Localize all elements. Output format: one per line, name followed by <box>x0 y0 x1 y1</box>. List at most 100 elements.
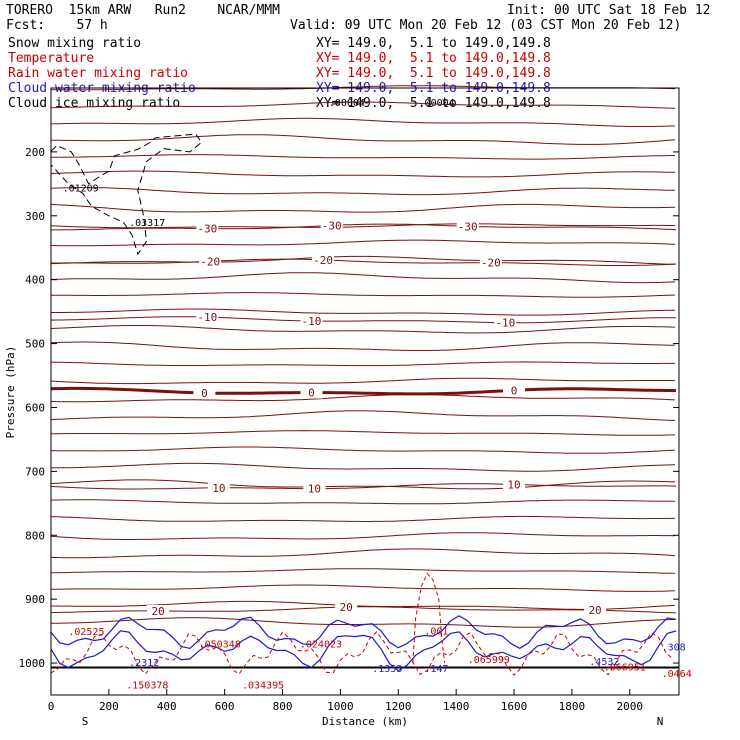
legend-temperature-xy: XY= 149.0, 5.1 to 149.0,149.8 <box>316 51 551 66</box>
isotherm-label-bg <box>300 314 323 327</box>
isotherm-label-bg <box>494 316 517 329</box>
maximum-label: .03317 <box>129 218 165 229</box>
isotherm-label: 10 <box>507 478 520 491</box>
isotherm-label: 20 <box>588 604 601 617</box>
isotherm-line <box>51 292 676 298</box>
isotherm-label-bg <box>479 256 502 269</box>
isotherm-label-bg <box>503 384 526 397</box>
isotherm-line <box>51 134 676 145</box>
isotherm-line <box>50 532 676 540</box>
isotherm--30 <box>50 223 677 231</box>
maximum-label: .02525 <box>68 627 104 638</box>
legend-cloud-ice-label: Cloud ice mixing ratio <box>8 96 181 111</box>
legend-rain-xy: XY= 149.0, 5.1 to 149.0,149.8 <box>316 66 551 81</box>
x-tick-label: 400 <box>157 700 177 713</box>
isotherm-line <box>50 255 676 265</box>
isotherm-label-bg <box>503 478 526 491</box>
isotherm-line <box>50 101 676 109</box>
x-axis-right-end: N <box>657 715 664 728</box>
rain-water-contour <box>412 572 446 664</box>
isotherm-line <box>50 446 676 454</box>
isotherm-label-bg <box>320 219 343 232</box>
maximum-label: .147 <box>424 664 448 675</box>
maximum-label: .066951 <box>604 663 646 674</box>
x-axis-title: Distance (km) <box>322 715 408 728</box>
isotherm-label: 20 <box>151 605 164 618</box>
isotherm-label-bg <box>147 604 170 617</box>
isotherm-line <box>50 239 676 247</box>
isotherm-line <box>50 170 676 178</box>
isotherm-label: -10 <box>302 315 322 328</box>
maximum-label: .2312 <box>129 658 159 669</box>
maximum-label: .00004 <box>329 98 365 109</box>
isotherm-line <box>50 515 675 522</box>
x-tick-label: 600 <box>215 700 235 713</box>
x-tick-label: 1600 <box>501 700 528 713</box>
y-tick-label: 300 <box>25 210 45 223</box>
y-tick-label: 700 <box>25 465 45 478</box>
isotherm-label: 0 <box>201 387 208 400</box>
isotherm-10 <box>50 483 676 490</box>
isotherm-label-bg <box>312 253 335 266</box>
legend-rain-label: Rain water mixing ratio <box>8 66 189 81</box>
isotherm-label-bg <box>193 386 216 399</box>
plot-frame <box>50 87 680 696</box>
isotherm-line <box>50 272 676 284</box>
isotherm-label-bg <box>456 220 479 233</box>
cloud-ice-contour <box>50 133 203 256</box>
maximum-label: .01209 <box>63 184 99 195</box>
isotherm-layer <box>50 85 677 628</box>
maximum-label: .1353 <box>372 664 402 675</box>
isotherm-label-bg <box>303 482 326 495</box>
isotherm-label: 10 <box>308 483 321 496</box>
isotherm-line <box>50 479 676 490</box>
feature-layer <box>50 133 679 676</box>
isotherm-line <box>50 584 676 592</box>
init-time: Init: 00 UTC Sat 18 Feb 12 <box>507 3 711 18</box>
isotherm-label-bg <box>196 311 219 324</box>
x-tick-label: 200 <box>99 700 119 713</box>
y-tick-label: 600 <box>25 401 45 414</box>
isotherm-line <box>50 341 676 351</box>
legend-snow-label: Snow mixing ratio <box>8 36 142 51</box>
maximum-label: .00004 <box>419 98 455 109</box>
isotherm-label: -20 <box>481 257 501 270</box>
cloud-water-contour-top <box>50 615 677 650</box>
isotherm-label-bg <box>199 255 222 268</box>
isotherm-line <box>50 394 676 403</box>
isotherm-line <box>50 361 675 367</box>
isotherm-label-bg <box>584 604 607 617</box>
y-tick-label: 800 <box>25 529 45 542</box>
x-tick-label: 0 <box>48 700 55 713</box>
maximum-label: .0464 <box>662 669 692 680</box>
x-axis-left-end: S <box>82 715 89 728</box>
label-layer: -30 -30 -30 -20 -20 -20 -10 -10 -10 0 0 0 10 10 10 20 20… <box>63 98 692 692</box>
isotherm-label: 10 <box>212 482 225 495</box>
isotherm-line <box>50 377 676 385</box>
x-tick-label: 1800 <box>559 700 586 713</box>
x-tick-label: 1200 <box>385 700 412 713</box>
isotherm-20 <box>50 606 677 614</box>
maximum-label: .150378 <box>126 681 168 692</box>
isotherm-label: -20 <box>200 255 220 268</box>
isotherm-line <box>51 600 676 610</box>
isotherm-line <box>50 223 675 229</box>
legend-snow-xy: XY= 149.0, 5.1 to 149.0,149.8 <box>316 36 551 51</box>
isotherm-line <box>50 548 676 559</box>
y-tick-label: 900 <box>25 593 45 606</box>
isotherm--20 <box>50 258 677 266</box>
isotherm-line <box>50 325 676 334</box>
isotherm-line <box>50 462 676 472</box>
maximum-label: .308 <box>662 642 686 653</box>
isotherm-label-bg <box>196 222 219 235</box>
valid-time: Valid: 09 UTC Mon 20 Feb 12 (03 CST Mon … <box>290 18 682 33</box>
model-title: TORERO 15km ARW Run2 NCAR/MMM <box>6 3 280 18</box>
isotherm-line <box>50 410 676 421</box>
x-tick-label: 1000 <box>327 700 354 713</box>
cloud-water-contour-bottom <box>50 630 677 672</box>
axis-layer: 0 200 400 600 800 1000 1200 1400 1600 1800 2000200… <box>19 146 679 713</box>
y-tick-label: 500 <box>25 338 45 351</box>
isotherm-label-bg <box>335 601 358 614</box>
isotherm-line <box>50 430 676 436</box>
isotherm-label-bg <box>207 481 230 494</box>
